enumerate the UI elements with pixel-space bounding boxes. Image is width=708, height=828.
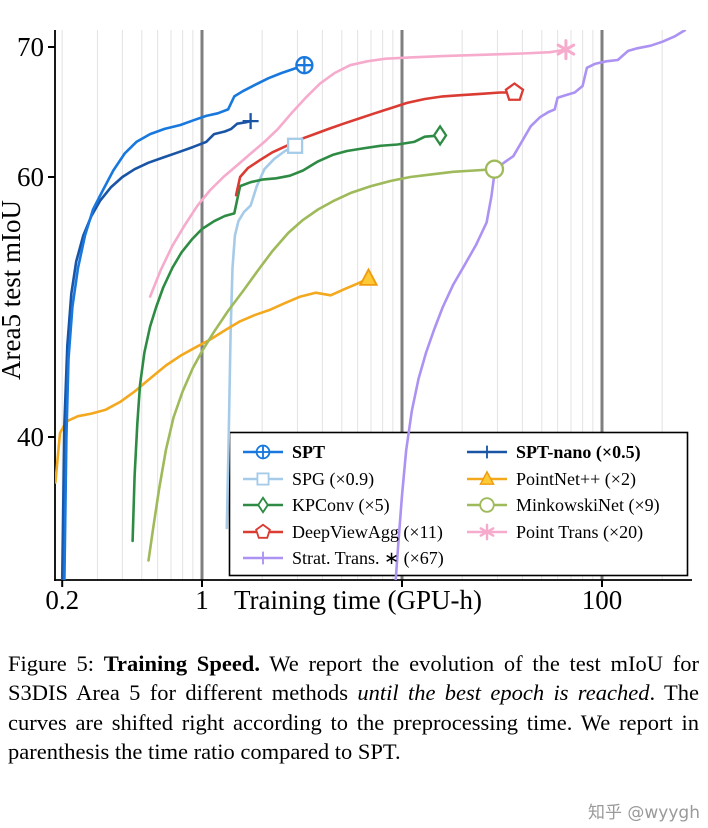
spt-nano-line-marker-icon xyxy=(465,442,509,462)
legend-label-minkowskinet: MinkowskiNet (×9) xyxy=(516,495,660,516)
legend-item-minkowskinet: MinkowskiNet (×9) xyxy=(465,495,685,515)
series-marker-PointNet++ xyxy=(358,267,379,286)
pointnet-line-marker-icon xyxy=(465,469,509,489)
series-marker-SPG xyxy=(286,137,304,154)
svg-text:70: 70 xyxy=(17,32,44,62)
legend-item-deepviewagg: DeepViewAgg (×11) xyxy=(241,522,465,542)
series-marker-SPT-nano xyxy=(242,113,259,130)
minkowskinet-line-marker-icon xyxy=(465,495,509,515)
legend-item-spg: SPG (×0.9) xyxy=(241,469,465,489)
svg-text:100: 100 xyxy=(582,585,623,615)
deepviewagg-line-marker-icon xyxy=(241,522,285,542)
marker-plus xyxy=(256,551,270,565)
legend-item-kpconv: KPConv (×5) xyxy=(241,495,465,515)
caption-bold-title: Training Speed. xyxy=(103,651,260,676)
series-marker-Point Trans xyxy=(556,39,576,61)
series-line-Strat. Trans. xyxy=(394,30,687,580)
kpconv-line-marker-icon xyxy=(241,495,285,515)
legend-label-spt-nano: SPT-nano (×0.5) xyxy=(516,442,641,463)
strat-trans-line-marker-icon xyxy=(241,548,285,568)
axes xyxy=(54,30,692,581)
svg-text:0.2: 0.2 xyxy=(45,585,79,615)
legend-item-point-trans: Point Trans (×20) xyxy=(465,522,685,542)
legend-label-spg: SPG (×0.9) xyxy=(292,468,375,489)
svg-text:40: 40 xyxy=(17,422,44,452)
series-line-MinkowskiNet xyxy=(147,167,496,562)
x-axis-title: Training time (GPU-h) xyxy=(234,585,482,615)
svg-text:60: 60 xyxy=(17,162,44,192)
series-line-KPConv xyxy=(131,134,442,543)
series-marker-DeepViewAgg xyxy=(504,82,525,101)
legend-item-strat-trans: Strat. Trans. ∗ (×67) xyxy=(241,548,465,568)
marker-triangle xyxy=(479,470,495,485)
marker-star xyxy=(479,523,495,541)
series-line-SPT-nano xyxy=(60,119,252,580)
legend-box xyxy=(228,431,689,577)
series-marker-SPT xyxy=(295,56,314,75)
marker-diamond xyxy=(257,496,269,515)
figure: 0.2 1 100 40 60 70 Training time (GPU-h) Area5 … xyxy=(0,30,692,615)
caption-italic: until the best epoch is reached xyxy=(357,680,650,706)
point-trans-line-marker-icon xyxy=(465,522,509,542)
series-line-DeepViewAgg xyxy=(234,91,516,197)
series-marker-MinkowskiNet xyxy=(484,159,505,179)
marker-square xyxy=(256,472,270,486)
legend-label-pointnet: PointNet++ (×2) xyxy=(516,468,636,489)
series-line-Point Trans xyxy=(148,48,568,298)
series-line-PointNet++ xyxy=(55,277,370,484)
legend-label-strat-trans: Strat. Trans. ∗ (×67) xyxy=(292,548,444,569)
spg-line-marker-icon xyxy=(241,469,285,489)
marker-pentagon xyxy=(255,523,271,539)
y-axis-title: Area5 test mIoU xyxy=(0,200,26,380)
legend: SPT SPT-nano (×0.5) SPG (×0.9) PointNet+… xyxy=(231,433,687,575)
tick-labels: 0.2 1 100 40 60 70 Training time (GPU-h) Area5 … xyxy=(0,32,622,615)
legend-label-deepviewagg: DeepViewAgg (×11) xyxy=(292,521,443,542)
training-speed-chart: 0.2 1 100 40 60 70 Training time (GPU-h) Area5 … xyxy=(0,30,692,615)
caption-prefix: Figure 5: xyxy=(8,651,104,676)
legend-label-point-trans: Point Trans (×20) xyxy=(516,521,644,542)
caption-body-1: We report the evolution of the test mIoU… xyxy=(8,651,699,706)
legend-item-spt: SPT xyxy=(241,442,465,462)
svg-text:1: 1 xyxy=(195,585,209,615)
series-line-SPT xyxy=(63,63,306,580)
legend-label-spt: SPT xyxy=(292,442,326,463)
series-marker-KPConv xyxy=(432,124,448,147)
series-lines xyxy=(55,30,687,580)
caption-body-2: . The curves are shifted right according… xyxy=(8,680,699,765)
marker-circle xyxy=(479,497,495,513)
spt-line-marker-icon xyxy=(241,442,285,462)
legend-label-kpconv: KPConv (×5) xyxy=(292,495,390,516)
figure-caption: Figure 5: Training Speed. We report the … xyxy=(8,649,699,767)
marker-plus xyxy=(480,445,494,459)
watermark: 知乎 @wyygh xyxy=(588,803,700,823)
marker-circle-plus xyxy=(255,444,271,460)
legend-item-pointnet: PointNet++ (×2) xyxy=(465,469,685,489)
series-line-SPG xyxy=(225,144,297,530)
legend-item-spt-nano: SPT-nano (×0.5) xyxy=(465,442,685,462)
